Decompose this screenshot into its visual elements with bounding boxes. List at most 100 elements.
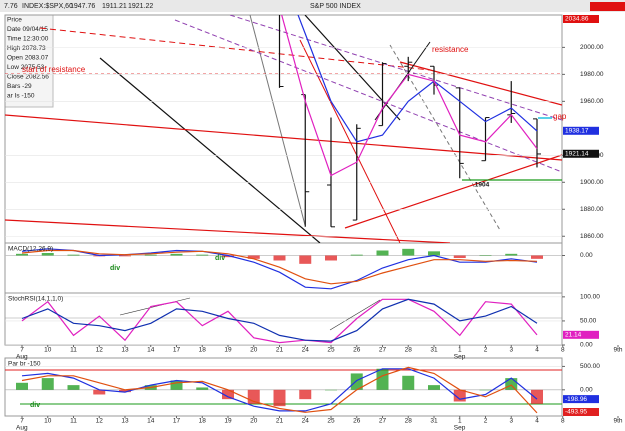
x-tick-label: 24 [302,418,310,425]
x-tick-label: 24 [302,347,310,354]
histogram-bar [299,255,312,264]
histogram-bar [196,387,209,390]
price-tag [563,395,599,404]
price-tag [563,15,599,23]
panel-title: Par br -150 [8,361,41,368]
y-tick-label: 1880.00 [580,206,604,213]
info-line: Time 12:30:00 [7,36,49,43]
trend-line [119,297,191,316]
histogram-bar [273,255,286,261]
x-tick-label: 7 [20,347,24,354]
price-tag-label: 1921.14 [565,150,589,157]
x-tick-label: 25 [327,347,335,354]
header-symbol: INDEX:$SPX,60 [22,3,73,10]
annotation: resistance [432,45,469,54]
histogram-bar [144,254,157,256]
histogram-bar [428,385,440,390]
x-tick-label: 13 [121,418,129,425]
y-tick-label: 50.00 [580,318,597,325]
histogram-bar [247,255,260,259]
info-line: High 2078.73 [7,45,46,52]
price-tag-label: 21.14 [565,332,582,339]
trend-line [229,15,562,121]
trend-line [5,114,562,161]
info-line: Date 09/04/15 [7,26,48,33]
panel-frame [4,357,563,417]
x-tick-label: 11 [70,347,77,354]
histogram-bar [170,253,183,256]
x-tick-label: 1 [458,418,462,425]
histogram-bar [350,373,363,390]
price-tag [563,408,599,416]
month-label: Sep [454,354,466,361]
x-tick-label: 18 [199,418,207,425]
x-tick-label: 3 [509,347,513,354]
month-label: Sep [454,425,466,431]
panel-title: MACD(12,26,9) [8,246,53,253]
price-tag-label: 2034.86 [565,16,589,23]
x-tick-label: 7 [20,418,24,425]
plot-area [5,366,562,414]
price-tag-label: -198.96 [565,396,587,403]
price-tag [563,149,599,158]
header-bar [0,0,625,12]
x-tick-label: 1 [458,347,462,354]
trend-line [5,219,451,243]
month-label: Aug [16,425,28,431]
histogram-bar [119,255,131,257]
info-line: Close 2082.56 [7,74,49,81]
histogram-bar [170,380,183,390]
x-tick-label: 13 [121,347,129,354]
panel-title: StochRSI(14,1,1,0) [8,296,63,303]
trend-line [174,19,562,173]
histogram-bar [119,389,131,393]
histogram-bar [402,375,415,390]
x-tick-label: 19 [224,418,232,425]
histogram-bar [299,389,312,400]
histogram-bar [376,368,389,390]
histogram-bar [428,251,440,256]
histogram-bar [93,389,106,395]
x-tick-label: 17 [173,418,181,425]
x-tick-label: 21 [276,347,284,354]
y-tick-label: 1960.00 [580,98,604,105]
histogram-bar [325,389,337,391]
x-tick-label: 14 [147,347,155,354]
annotation: start of resistance [22,65,86,74]
y-tick-label: 2000.00 [580,44,604,51]
x-tick-label: 17 [173,347,181,354]
histogram-bar [273,389,286,407]
trend-line [399,61,562,106]
x-tick-label: 31 [430,347,438,354]
info-bg [4,14,54,108]
x-tick-label: 14 [147,418,155,425]
x-tick-label: 20 [250,418,258,425]
x-tick-label: 19 [224,347,232,354]
annotation: gap [553,112,567,121]
series-line [297,15,538,143]
histogram-bar [479,389,492,391]
x-tick-label: 20 [250,347,258,354]
histogram-bar [16,253,28,256]
histogram-bar [505,253,518,256]
histogram-bar [505,378,518,390]
histogram-bar [222,389,234,400]
histogram-bar [196,254,209,256]
price-tag [563,126,599,135]
histogram-bar [16,382,28,390]
info-box: Price Date 09/04/15 Time 12:30:00 High 2078… [4,14,54,108]
annotation: div [215,255,225,262]
x-tick-label: 12 [96,347,104,354]
x-tick-label: 31 [430,418,438,425]
header-quote: 1947.76 [70,3,95,10]
histogram-bar [376,250,389,256]
header-quote: 7.76 [4,3,18,10]
x-tick-label: 10 [44,418,52,425]
price-tag [563,330,599,339]
y-tick-label: 1860.00 [580,233,604,240]
x-tick-label: 26 [353,347,361,354]
x-tick-label: 9th [613,347,622,354]
y-tick-label: 1900.00 [580,179,604,186]
series-line [21,249,538,285]
